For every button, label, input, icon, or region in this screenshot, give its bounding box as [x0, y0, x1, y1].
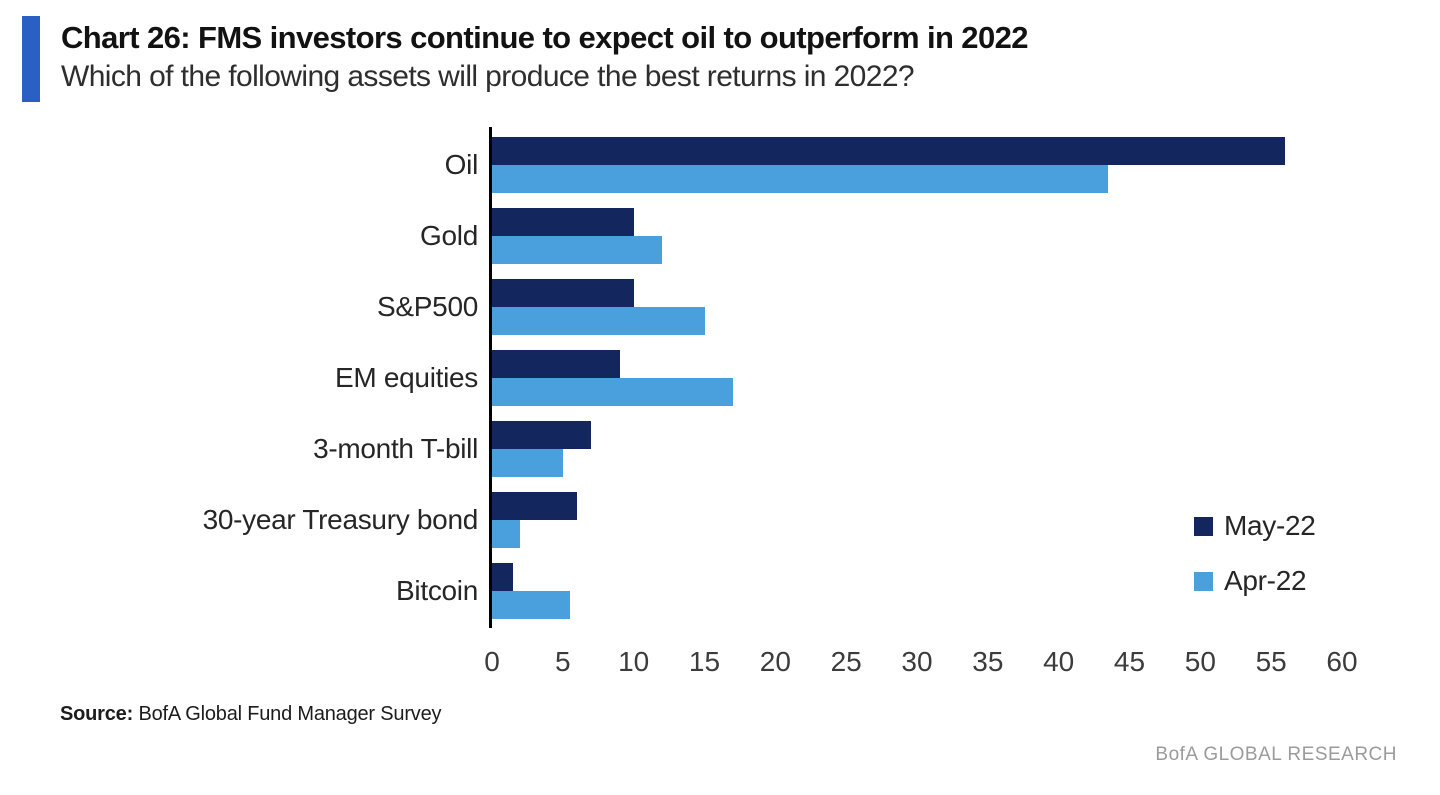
x-tick-label-60: 60 [1326, 646, 1358, 677]
bar-apr-22-30-year-treasury-bond [492, 520, 521, 548]
bar-may-22-bitcoin [492, 563, 514, 591]
bar-may-22-30-year-treasury-bond [492, 492, 577, 520]
brand-footer: BofA GLOBAL RESEARCH [1155, 744, 1397, 765]
bar-apr-22-oil [492, 165, 1109, 193]
category-label-30-year-treasury-bond: 30-year Treasury bond [202, 504, 479, 535]
bar-may-22-em-equities [492, 350, 620, 378]
bar-may-22-oil [492, 137, 1286, 165]
x-tick-label-0: 0 [484, 646, 500, 677]
x-tick-label-25: 25 [830, 646, 862, 677]
x-tick-label-5: 5 [555, 646, 571, 677]
legend-label-apr-22: Apr-22 [1224, 565, 1307, 596]
legend-swatch-apr-22 [1194, 571, 1213, 591]
category-label-s-p500: S&P500 [377, 291, 478, 322]
x-tick-label-15: 15 [688, 646, 721, 677]
source-note: Source: BofA Global Fund Manager Survey [60, 703, 442, 726]
chart-subtitle: Which of the following assets will produ… [61, 60, 915, 93]
x-tick-label-40: 40 [1043, 646, 1075, 677]
legend-label-may-22: May-22 [1224, 510, 1316, 541]
chart-title: Chart 26: FMS investors continue to expe… [61, 20, 1028, 55]
x-tick-label-50: 50 [1184, 646, 1216, 677]
x-tick-label-45: 45 [1113, 646, 1146, 677]
bar-may-22-gold [492, 208, 634, 236]
legend-item-apr-22: Apr-22 [1194, 564, 1316, 598]
title-accent-bar [22, 16, 40, 102]
category-label-gold: Gold [420, 220, 478, 251]
y-axis-line [489, 127, 492, 628]
bar-may-22-3-month-t-bill [492, 421, 592, 449]
bar-apr-22-s-p500 [492, 307, 705, 335]
bar-may-22-s-p500 [492, 279, 634, 307]
bar-apr-22-em-equities [492, 378, 733, 406]
bar-apr-22-bitcoin [492, 591, 570, 619]
category-label-em-equities: EM equities [335, 362, 478, 393]
source-text: BofA Global Fund Manager Survey [138, 703, 442, 725]
x-tick-label-30: 30 [901, 646, 933, 677]
x-tick-label-35: 35 [972, 646, 1004, 677]
legend-item-may-22: May-22 [1194, 509, 1316, 543]
source-label: Source: [60, 703, 134, 725]
legend-swatch-may-22 [1194, 516, 1213, 536]
category-label-3-month-t-bill: 3-month T-bill [313, 433, 478, 464]
bar-apr-22-3-month-t-bill [492, 449, 563, 477]
x-tick-label-10: 10 [618, 646, 650, 677]
bar-apr-22-gold [492, 236, 662, 264]
category-label-oil: Oil [444, 149, 479, 180]
category-label-bitcoin: Bitcoin [396, 575, 478, 606]
x-tick-label-20: 20 [759, 646, 791, 677]
legend: May-22 Apr-22 [1194, 509, 1316, 598]
x-tick-label-55: 55 [1255, 646, 1287, 677]
